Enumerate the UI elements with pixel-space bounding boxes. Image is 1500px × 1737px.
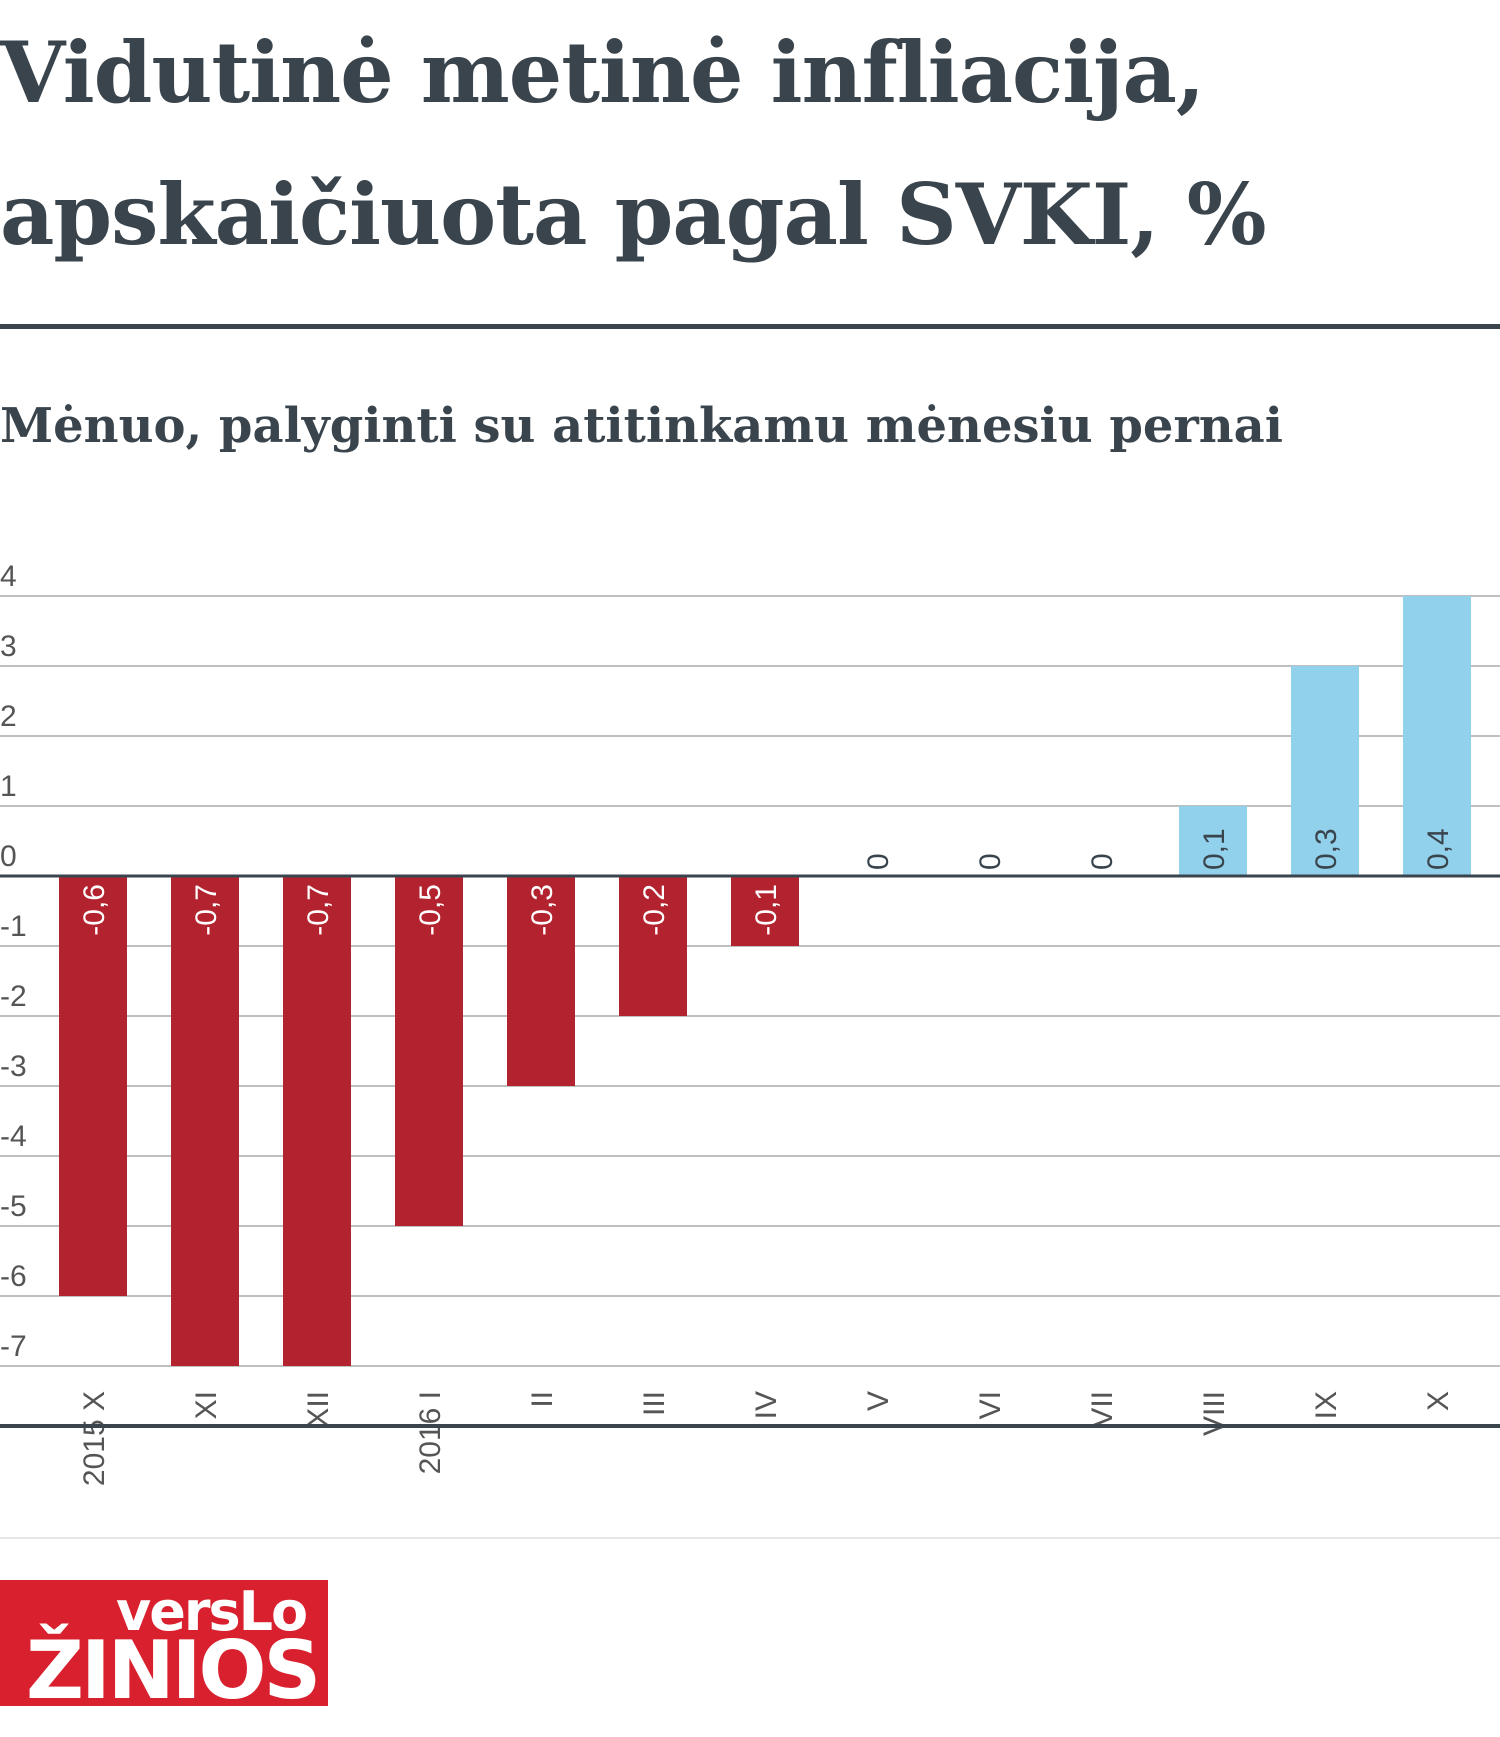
bar-value-label: -0,2 (638, 884, 671, 936)
y-tick-label: 0 (0, 840, 17, 873)
title-divider (0, 324, 1500, 329)
bar (283, 876, 351, 1366)
bar-value-label: 0,4 (1422, 828, 1455, 870)
x-tick-label: XI (190, 1391, 223, 1419)
bar-value-label: -0,5 (414, 884, 447, 936)
logo-text-bottom: ŽINIOS (26, 1624, 321, 1706)
x-tick-label: V (862, 1391, 895, 1411)
y-tick-label: 2 (0, 700, 17, 733)
chart-subtitle: Mėnuo, palyginti su atitinkamu mėnesiu p… (0, 398, 1283, 454)
y-tick-label: -3 (0, 1050, 27, 1083)
bar (1179, 806, 1247, 876)
y-tick-label: -7 (0, 1330, 27, 1363)
bar (1403, 596, 1471, 876)
bar-value-label: 0 (1086, 853, 1119, 870)
y-tick-label: 4 (0, 560, 17, 593)
bar-value-label: 0,3 (1310, 828, 1343, 870)
bar (395, 876, 463, 1226)
y-tick-label: 3 (0, 630, 17, 663)
bar (59, 876, 127, 1296)
y-tick-label: -2 (0, 980, 27, 1013)
x-tick-label: IV (750, 1391, 783, 1419)
bar-value-label: 0 (974, 853, 1007, 870)
x-tick-label: 2015 X (78, 1391, 111, 1486)
bar-chart: 4 3 2 1 0 -1 -2 -3 -4 -5 -6 -7 -0,6 2015 X -0,7 XI -0,7 X… (0, 560, 1500, 1486)
y-tick-label: -4 (0, 1120, 27, 1153)
y-tick-label: 1 (0, 770, 17, 803)
bar-value-label: -0,3 (526, 884, 559, 936)
logo-text-top: versLo (116, 1580, 308, 1643)
bar-value-label: -0,7 (302, 884, 335, 936)
bar-value-label: -0,1 (750, 884, 783, 936)
bar (171, 876, 239, 1366)
x-tick-label: IX (1310, 1391, 1343, 1419)
bar (1291, 666, 1359, 876)
chart-title: Vidutinė metinė infliacija, apskaičiuota… (0, 0, 1500, 286)
footer-divider (0, 1537, 1500, 1539)
bar (507, 876, 575, 1086)
x-tick-label: III (638, 1391, 671, 1416)
y-tick-label: -5 (0, 1190, 27, 1223)
chart-title-line-1: Vidutinė metinė infliacija, (0, 23, 1205, 122)
bar-value-label: 0,1 (1198, 828, 1231, 870)
x-tick-label: X (1422, 1391, 1455, 1411)
bar-value-label: 0 (862, 853, 895, 870)
versloziniios-logo: versLo ŽINIOS (0, 1580, 328, 1706)
x-tick-label: VI (974, 1391, 1007, 1419)
chart-title-line-2: apskaičiuota pagal SVKI, % (0, 165, 1267, 264)
y-tick-label: -1 (0, 910, 27, 943)
x-tick-label: 2016 I (414, 1391, 447, 1474)
x-tick-label: VII (1086, 1391, 1119, 1428)
bar (731, 876, 799, 946)
x-tick-label: XII (302, 1391, 335, 1428)
bar-value-label: -0,7 (190, 884, 223, 936)
x-tick-label: VIII (1198, 1391, 1231, 1436)
bar (619, 876, 687, 1016)
bar-value-label: -0,6 (78, 884, 111, 936)
y-tick-label: -6 (0, 1260, 27, 1293)
x-tick-label: II (526, 1391, 559, 1408)
